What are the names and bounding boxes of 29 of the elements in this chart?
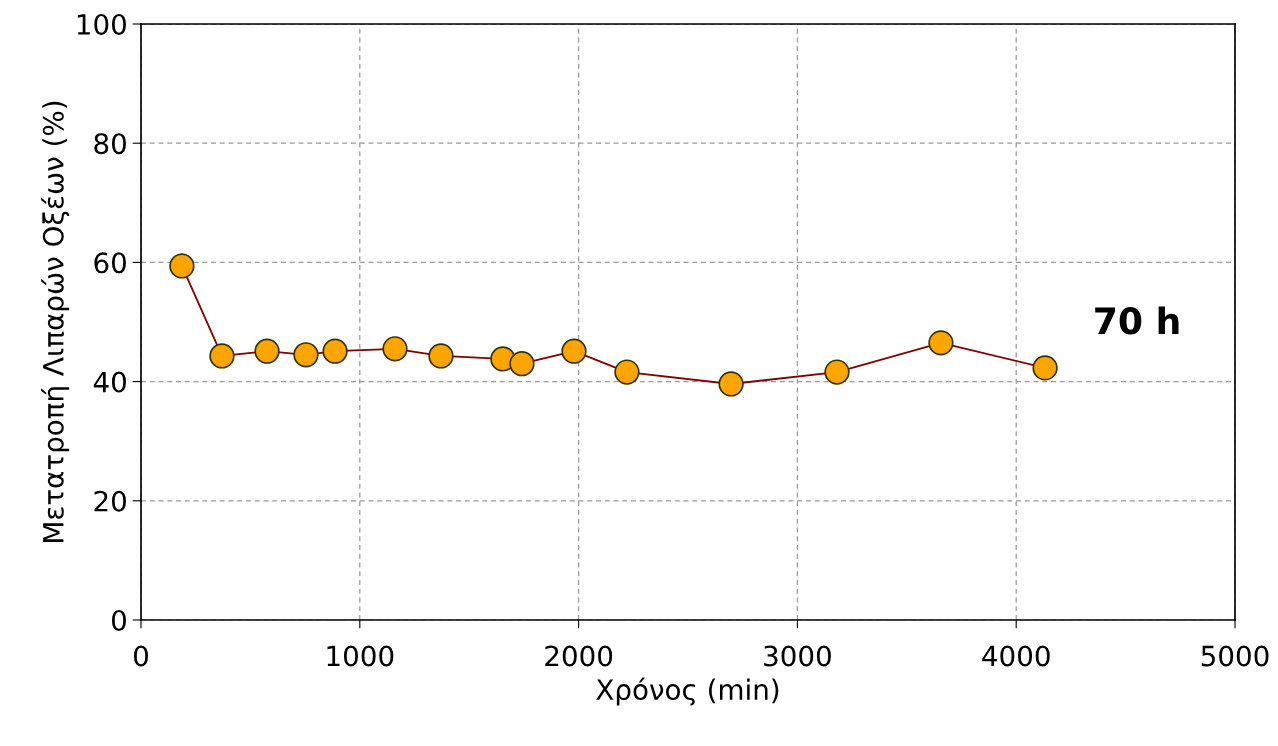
point — [169, 253, 195, 279]
point — [209, 343, 235, 369]
x-tick-label: 3000 — [764, 645, 831, 667]
y-tick-label: 100 — [77, 13, 126, 35]
point — [928, 330, 954, 356]
x-tick-label: 0 — [133, 645, 148, 667]
x-tick-label: 2000 — [545, 645, 613, 667]
y-axis-title: Μετατροπή Λιπαρών Οξέων (%) — [41, 101, 70, 542]
point — [322, 338, 348, 364]
point — [561, 338, 587, 364]
point — [293, 342, 319, 368]
y-tick-label: 20 — [94, 490, 126, 512]
x-tick-label: 5000 — [1201, 645, 1269, 667]
point — [718, 371, 744, 397]
y-tick-label: 80 — [94, 133, 126, 155]
x-axis-title: Χρόνος (min) — [596, 677, 779, 706]
point — [824, 359, 850, 385]
point — [509, 351, 535, 377]
point — [254, 338, 280, 364]
point — [428, 343, 454, 369]
point — [614, 359, 640, 385]
y-tick-label: 0 — [111, 609, 126, 631]
point — [382, 336, 408, 362]
x-tick-label: 4000 — [982, 645, 1050, 667]
y-tick-label: 40 — [93, 371, 126, 393]
y-tick-label: 60 — [94, 252, 126, 274]
point — [1032, 355, 1058, 381]
annotation: 70 h — [1095, 306, 1179, 335]
x-tick-label: 1000 — [327, 645, 394, 667]
